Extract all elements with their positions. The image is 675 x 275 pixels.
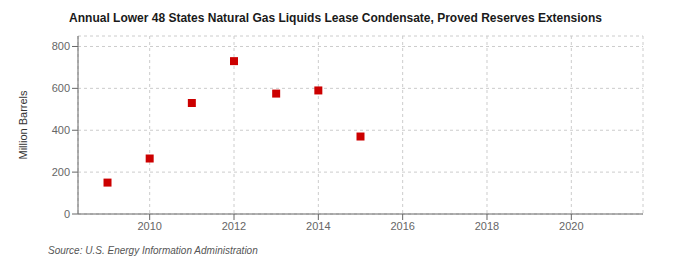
svg-text:0: 0	[64, 208, 70, 220]
svg-text:2014: 2014	[306, 220, 330, 232]
html-text:Source: U.S. Energy Informatio: Source: U.S. Energy Information Administ…	[48, 245, 258, 256]
svg-text:400: 400	[52, 124, 70, 136]
svg-text:2012: 2012	[222, 220, 246, 232]
svg-text:600: 600	[52, 82, 70, 94]
svg-text:2020: 2020	[559, 220, 583, 232]
svg-text:200: 200	[52, 166, 70, 178]
svg-text:2010: 2010	[137, 220, 161, 232]
svg-text:2016: 2016	[390, 220, 414, 232]
svg-text:800: 800	[52, 40, 70, 52]
html-text:Annual Lower 48 States Natural: Annual Lower 48 States Natural Gas Liqui…	[69, 11, 602, 25]
svg-text:2018: 2018	[475, 220, 499, 232]
svg-text:Million Barrels: Million Barrels	[17, 90, 29, 160]
